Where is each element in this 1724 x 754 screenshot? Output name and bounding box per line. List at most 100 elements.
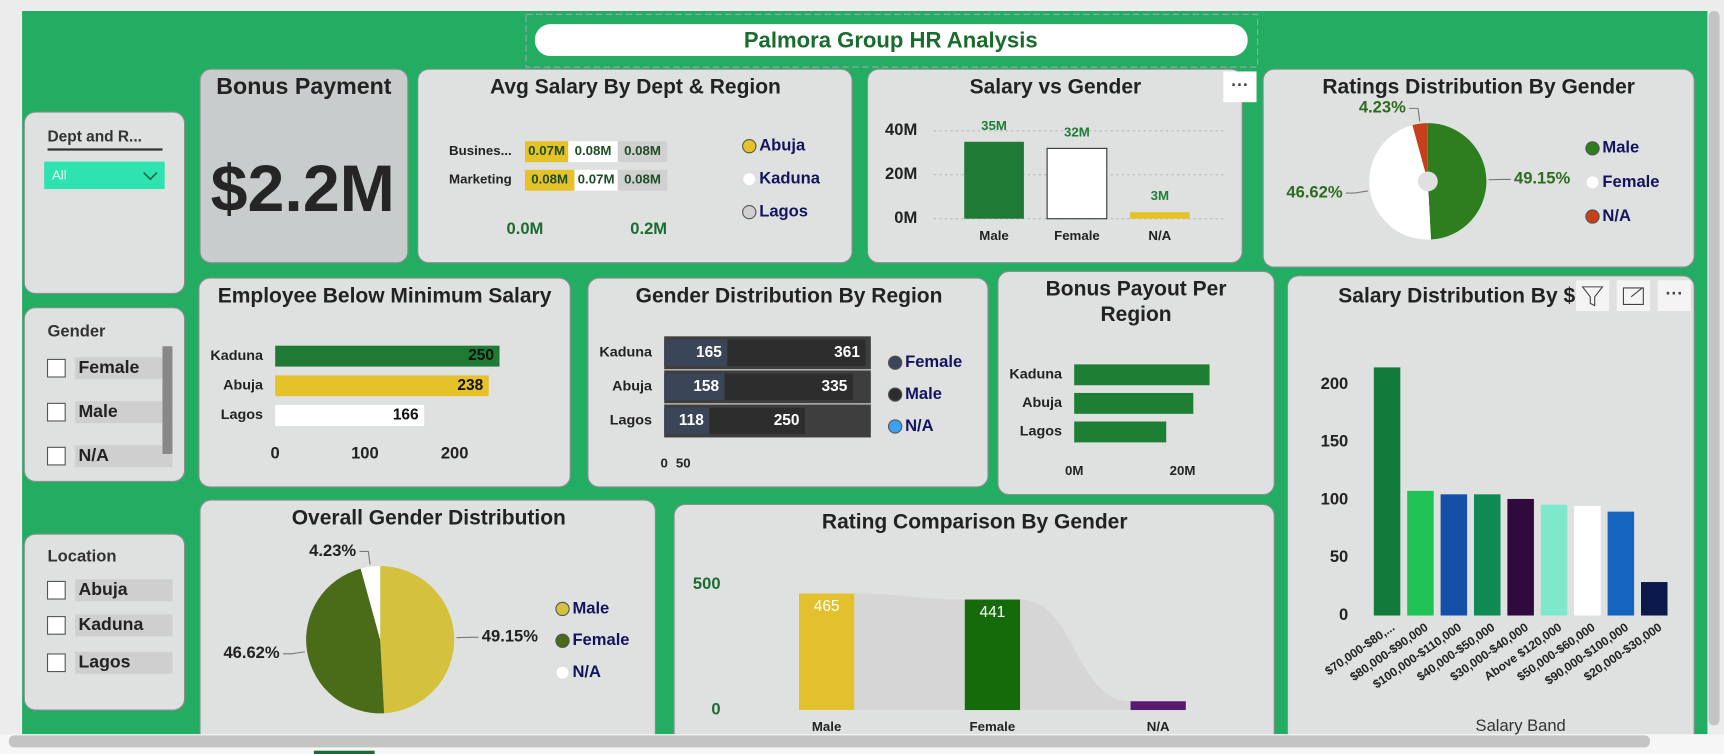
- legend-marker: [887, 355, 903, 370]
- x-tick-label: Female: [970, 719, 1016, 734]
- y-tick-label: Abuja: [1022, 395, 1063, 411]
- dropdown-value: All: [52, 167, 67, 182]
- y-tick-label: Lagos: [1020, 424, 1062, 440]
- chart-title: Rating Comparison By Gender: [822, 511, 1128, 534]
- checkbox[interactable]: [46, 446, 66, 466]
- legend-label: Abuja: [759, 136, 806, 155]
- checkbox[interactable]: [46, 358, 66, 378]
- data-label: 158: [693, 378, 719, 395]
- checkbox[interactable]: [46, 580, 66, 600]
- chart-title: Ratings Distribution By Gender: [1322, 75, 1635, 98]
- data-label: 118: [679, 412, 704, 429]
- bar: [275, 375, 489, 397]
- bar: [799, 593, 855, 711]
- bar: [1640, 582, 1668, 616]
- leader-line: [1409, 107, 1421, 122]
- legend-marker: [1585, 209, 1600, 224]
- data-label: 49.15%: [1514, 169, 1570, 188]
- bar: [1574, 505, 1601, 616]
- chart-title: Employee Below Minimum Salary: [218, 284, 552, 307]
- y-tick-label: Busines...: [449, 143, 512, 158]
- chart-title: Salary Distribution By $: [1338, 284, 1575, 307]
- x-tick-label: N/A: [1148, 228, 1171, 243]
- legend-label: Male: [1602, 138, 1639, 157]
- page-tab-indicator: [313, 750, 375, 754]
- legend-marker: [742, 204, 757, 220]
- bar: [1074, 421, 1167, 443]
- pie-slice: [1427, 123, 1487, 240]
- v-scroll-thumb[interactable]: [1708, 10, 1720, 726]
- data-label: 0.07M: [528, 143, 565, 158]
- bar: [664, 407, 710, 435]
- x-tick-label: Male: [979, 228, 1008, 243]
- bar: [964, 141, 1024, 219]
- x-tick-label: 50: [676, 455, 691, 470]
- checkbox[interactable]: [46, 402, 66, 422]
- pie-slice: [360, 566, 381, 640]
- legend-marker: [742, 139, 757, 154]
- bar: [574, 169, 618, 191]
- data-label: 35M: [981, 118, 1007, 133]
- bar: [275, 345, 500, 367]
- legend-label: N/A: [905, 416, 934, 435]
- data-label: 46.62%: [223, 643, 279, 662]
- data-label: 0.08M: [624, 172, 661, 187]
- legend-marker: [887, 419, 903, 434]
- title-box: [534, 24, 1248, 57]
- chart-title-box: Bonus Payout Per Region: [1046, 278, 1227, 326]
- x-tick-label: 200: [441, 443, 469, 462]
- legend-label: Female: [572, 630, 629, 649]
- slicer-scrollbar[interactable]: [162, 346, 173, 454]
- data-label: 335: [822, 378, 848, 395]
- ribbon: [854, 593, 965, 711]
- h-scroll-thumb[interactable]: [8, 735, 1650, 748]
- data-label: 32M: [1064, 125, 1090, 140]
- dropdown[interactable]: [44, 161, 165, 190]
- x-tick-label: Female: [1054, 228, 1100, 243]
- legend-marker: [555, 633, 570, 648]
- x-tick-label: 0.0M: [507, 219, 544, 238]
- filter-icon: [1581, 286, 1604, 307]
- bar: [664, 339, 728, 367]
- bar: [524, 141, 569, 163]
- x-tick-label: 20M: [1170, 463, 1196, 478]
- bar: [1407, 490, 1434, 616]
- data-label: 46.62%: [1286, 182, 1342, 201]
- dropdown-chevron: [143, 171, 158, 181]
- checkbox[interactable]: [46, 653, 66, 673]
- slicer-option: Abuja: [78, 579, 127, 599]
- bar: [1074, 392, 1194, 414]
- more-options-button[interactable]: [1223, 71, 1257, 103]
- y-tick-label: 0: [711, 699, 720, 718]
- slicer-panel: [23, 111, 186, 295]
- chart-title: Overall Gender Distribution: [292, 506, 566, 529]
- y-tick-label: Marketing: [449, 172, 512, 187]
- bar: [709, 407, 806, 435]
- slicer-option: N/A: [78, 445, 109, 465]
- bar: [524, 169, 575, 191]
- bar: [1540, 504, 1568, 616]
- more-icon: ···: [1231, 74, 1249, 94]
- bar: [964, 599, 1021, 711]
- checkbox[interactable]: [46, 616, 66, 635]
- legend-label: Female: [1602, 172, 1659, 191]
- slicer-option: Female: [78, 357, 139, 377]
- leader-line: [282, 651, 305, 655]
- y-tick-label: 20M: [885, 164, 917, 183]
- option-highlight: [75, 651, 173, 674]
- option-highlight: [75, 357, 173, 380]
- chart-title: Salary vs Gender: [970, 75, 1142, 98]
- bar: [1440, 494, 1468, 616]
- data-label: 250: [468, 347, 494, 364]
- data-label: 441: [980, 604, 1006, 621]
- more-options-button[interactable]: [1657, 280, 1691, 312]
- y-tick-label: 40M: [885, 120, 917, 139]
- filter-button[interactable]: [1575, 280, 1610, 312]
- pie-slice: [306, 568, 385, 714]
- x-tick-label: N/A: [1147, 719, 1170, 734]
- data-label: 166: [393, 407, 419, 424]
- kpi-title: Bonus Payment: [216, 73, 392, 99]
- legend-marker: [555, 665, 570, 680]
- data-label: 4.23%: [1359, 98, 1406, 117]
